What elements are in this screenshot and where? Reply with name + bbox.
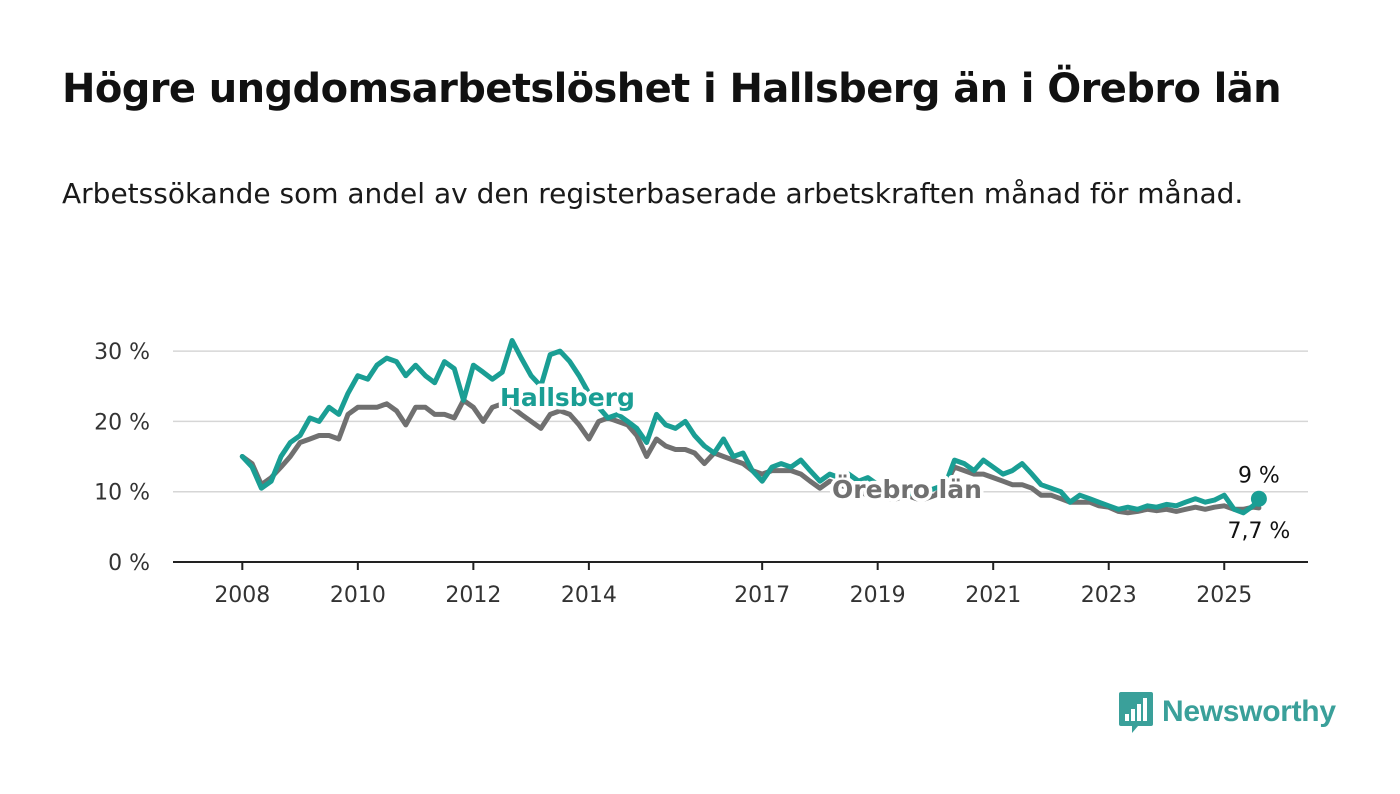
y-tick-label-0: 0 %: [108, 551, 150, 576]
y-tick-label-20: 20 %: [94, 410, 150, 435]
x-tick-label-2012: 2012: [445, 583, 501, 608]
y-tick-label-10: 10 %: [94, 481, 150, 506]
newsworthy-logo: Newsworthy: [1118, 690, 1336, 734]
x-tick-label-2010: 2010: [330, 583, 386, 608]
end-markers: 9 % 7,7 %: [1227, 464, 1290, 544]
y-tick-label-30: 30 %: [94, 340, 150, 365]
x-tick-label-2023: 2023: [1081, 583, 1137, 608]
chart-subtitle: Arbetssökande som andel av den registerb…: [62, 177, 1244, 210]
series-label-hallsberg: Hallsberg: [500, 383, 635, 412]
end-point-hallsberg: [1250, 490, 1267, 507]
series-line-orebro-lan: [239, 397, 1262, 516]
x-tick-label-2008: 2008: [214, 583, 270, 608]
x-axis: 2008 2010 2012 2014 2017 2019 2021 2023 2025: [173, 561, 1308, 608]
y-axis-tick-labels: 0 % 10 % 20 % 30 %: [94, 340, 150, 576]
x-tick-label-2025: 2025: [1196, 583, 1252, 608]
x-tick-label-2019: 2019: [850, 583, 906, 608]
end-value-label-hallsberg: 9 %: [1238, 464, 1280, 489]
chart-title: Högre ungdomsarbetslöshet i Hallsberg än…: [62, 66, 1282, 112]
series-line-hallsberg: [239, 338, 1262, 516]
end-value-label-orebro-lan: 7,7 %: [1227, 519, 1290, 544]
x-tick-label-2014: 2014: [561, 583, 617, 608]
brand-name: Newsworthy: [1162, 695, 1336, 728]
series-label-orebro-lan: Örebro län: [832, 474, 982, 504]
x-tick-label-2021: 2021: [965, 583, 1021, 608]
series-lines: [239, 338, 1262, 516]
series-labels: Hallsberg Örebro län: [497, 380, 986, 508]
x-tick-label-2017: 2017: [734, 583, 790, 608]
bar-chart-speech-bubble-icon: [1119, 692, 1153, 733]
gridlines: [173, 350, 1308, 493]
